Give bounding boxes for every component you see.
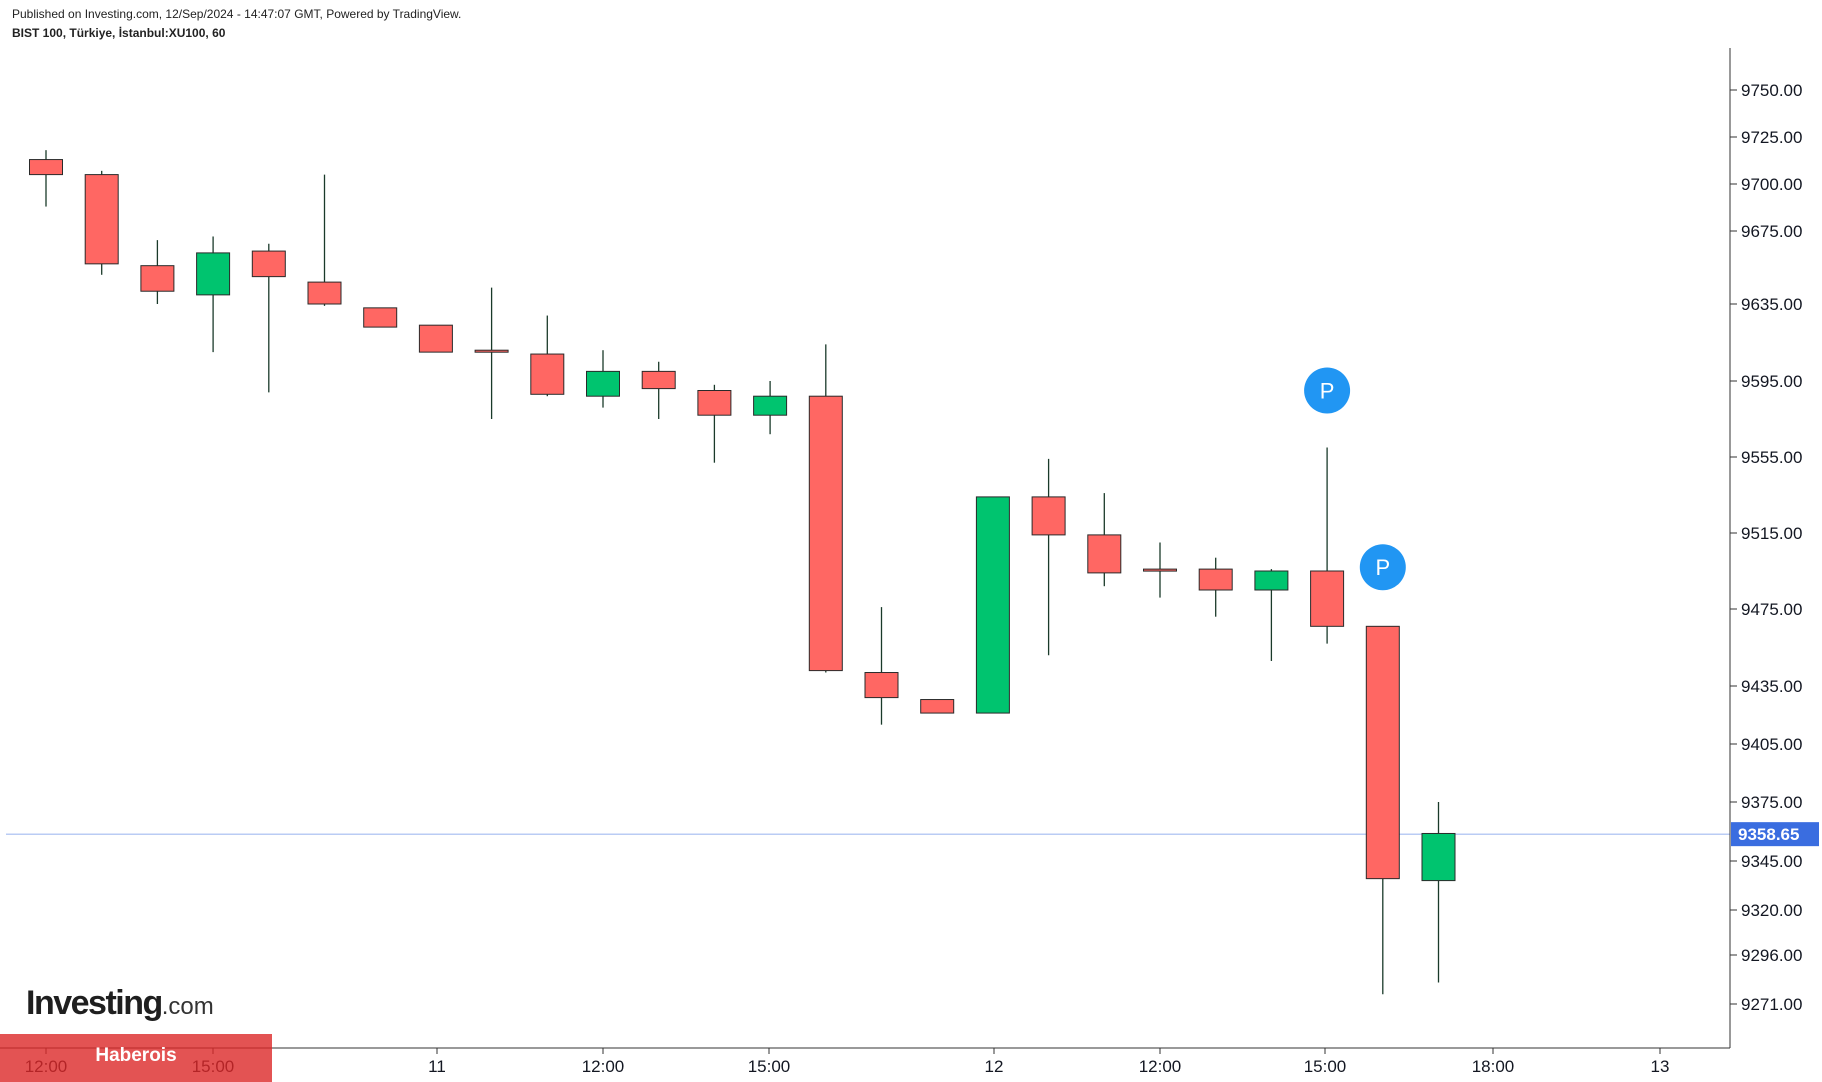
x-tick-label: 15:00 [748,1057,791,1076]
y-tick-label: 9700.00 [1741,175,1802,194]
candle[interactable] [251,243,286,393]
y-tick-label: 9320.00 [1741,901,1802,920]
candle[interactable] [864,607,899,725]
candle[interactable] [29,150,63,207]
investing-logo: Investing.com [26,984,214,1023]
marker-circle [1304,367,1351,414]
marker-label: P [1375,555,1390,580]
candle-body-down [1365,625,1400,880]
candle-body-down [697,390,732,416]
candle[interactable] [808,344,843,673]
y-tick-label: 9271.00 [1741,995,1802,1014]
candle-body-down [1087,534,1122,574]
x-tick-label: 12:00 [1139,1057,1182,1076]
candle-body-up [975,496,1010,714]
y-tick-label: 9375.00 [1741,793,1802,812]
candle[interactable] [920,699,955,714]
candle-body-down [29,159,63,176]
candle[interactable] [586,350,620,408]
y-tick-label: 9750.00 [1741,81,1802,100]
candle[interactable] [1198,557,1233,617]
candle-body-down [1143,568,1177,572]
axes-group: 9750.00 9725.00 9700.00 9675.00 9635.00 9595.… [0,48,1802,1076]
candle[interactable] [1031,458,1066,656]
candle-body-up [196,252,231,296]
candle-body-down [474,349,509,353]
candle[interactable] [697,384,732,463]
candle-body-down [808,395,843,672]
current-price-tag [1731,822,1819,847]
candle[interactable] [641,361,676,419]
current-price-label: 9358.65 [1738,825,1799,844]
candle-body-down [1198,568,1233,591]
candle-body-up [586,370,620,397]
candle-body-down [920,699,955,714]
candle-body-down [864,672,899,699]
candles-group [29,150,1456,995]
candle-body-down [530,353,565,395]
watermark-banner: Haberois [0,1034,272,1082]
candle-body-down [307,281,342,305]
marker-label: P [1320,379,1335,404]
candle[interactable] [1310,447,1345,644]
x-tick-label: 15:00 [1304,1057,1347,1076]
symbol-title: BIST 100, Türkiye, İstanbul:XU100, 60 [12,26,226,40]
candle[interactable] [418,324,453,353]
candle-body-up [1421,832,1456,882]
candle-body-down [140,265,175,292]
x-tick-label: 12 [985,1057,1004,1076]
candle[interactable] [307,174,342,306]
event-marker[interactable]: P [1304,367,1351,414]
markers-group: PP [1304,367,1406,591]
candle[interactable] [363,307,398,328]
y-tick-label: 9595.00 [1741,372,1802,391]
current-price-tag-group: 9358.65 [1731,822,1819,847]
candle[interactable] [1421,802,1456,983]
y-tick-label: 9405.00 [1741,735,1802,754]
marker-circle [1359,544,1406,591]
candle-body-down [1031,496,1066,536]
watermark-text: Haberois [95,1045,177,1066]
published-info: Published on Investing.com, 12/Sep/2024 … [12,7,462,21]
candle-body-down [251,250,286,278]
candle-body-down [84,174,119,265]
y-tick-label: 9475.00 [1741,600,1802,619]
x-tick-label: 13 [1651,1057,1670,1076]
candle[interactable] [196,236,231,353]
candle[interactable] [1365,625,1400,995]
candle-body-up [1254,570,1289,591]
candle-body-up [753,395,788,416]
candle[interactable] [975,496,1010,714]
candle[interactable] [1254,569,1289,661]
y-tick-label: 9635.00 [1741,295,1802,314]
event-marker[interactable]: P [1359,544,1406,591]
candle-body-down [363,307,398,328]
candle[interactable] [84,170,119,275]
y-tick-label: 9296.00 [1741,946,1802,965]
candle[interactable] [753,381,788,435]
candle-body-down [418,324,453,353]
logo-suffix: .com [161,993,214,1020]
x-tick-label: 11 [428,1057,446,1076]
x-tick-label: 12:00 [582,1057,625,1076]
y-tick-label: 9555.00 [1741,448,1802,467]
y-tick-label: 9675.00 [1741,222,1802,241]
candle[interactable] [474,287,509,419]
candle[interactable] [1143,542,1177,598]
candle-body-down [1310,570,1345,627]
logo-main: Investing [26,984,163,1022]
y-tick-label: 9345.00 [1741,852,1802,871]
x-tick-label: 18:00 [1472,1057,1515,1076]
candle[interactable] [1087,493,1122,587]
candle[interactable] [530,315,565,397]
y-tick-label: 9725.00 [1741,128,1802,147]
y-tick-label: 9515.00 [1741,524,1802,543]
y-tick-label: 9435.00 [1741,677,1802,696]
candle[interactable] [140,240,175,304]
candle-body-down [641,370,676,390]
